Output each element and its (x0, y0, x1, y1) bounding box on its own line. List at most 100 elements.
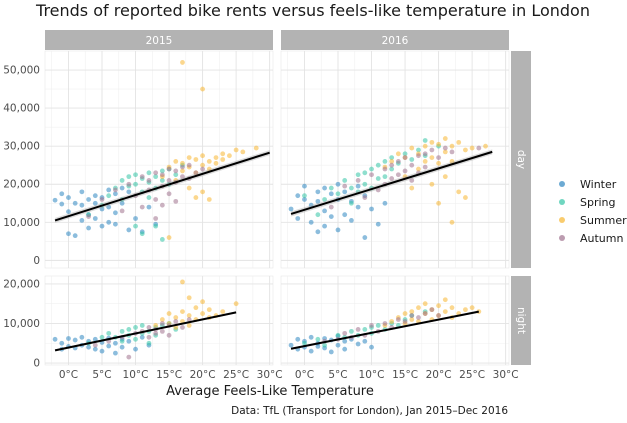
chart-title: Trends of reported bike rents versus fee… (35, 1, 590, 20)
data-point-autumn (436, 313, 441, 318)
y-tick-label: 20,000 (3, 278, 40, 290)
data-point-spring (159, 237, 165, 242)
data-point-summer (173, 159, 179, 164)
data-point-autumn (402, 155, 408, 160)
data-point-summer (253, 145, 259, 151)
data-point-winter (369, 344, 374, 350)
data-point-summer (402, 311, 408, 316)
data-point-summer (186, 295, 192, 301)
data-point-summer (200, 311, 205, 316)
data-point-spring (362, 327, 368, 332)
data-point-autumn (153, 197, 159, 202)
data-point-autumn (153, 216, 159, 221)
x-tick-label: 25°C (459, 369, 485, 381)
data-point-autumn (442, 145, 448, 151)
data-point-summer (436, 160, 441, 166)
data-point-autumn (173, 168, 179, 174)
facet-strip-label: night (515, 307, 527, 334)
trend-line (290, 150, 493, 215)
facet-panels: 2015 2016 day night 0 10,000 20,000 30,000 40,00… (3, 30, 531, 381)
data-point-summer (469, 145, 475, 151)
data-point-winter (126, 338, 132, 344)
data-point-summer (429, 155, 435, 160)
data-point-spring (322, 342, 327, 348)
chart-caption: Data: TfL (Transport for London), Jan 20… (231, 405, 508, 417)
legend-swatch (559, 217, 565, 223)
data-point-spring (119, 328, 125, 334)
data-point-spring (355, 172, 361, 178)
data-point-spring (302, 340, 307, 346)
data-point-winter (322, 208, 327, 214)
data-point-autumn (166, 332, 172, 338)
data-point-winter (79, 218, 85, 223)
data-point-summer (409, 317, 415, 322)
data-point-autumn (193, 170, 199, 176)
data-point-autumn (342, 330, 348, 336)
data-point-spring (173, 172, 179, 178)
x-tick-label: 25°C (223, 369, 249, 381)
data-point-summer (186, 323, 192, 328)
data-point-winter (369, 206, 374, 212)
data-point-autumn (402, 319, 408, 324)
data-point-winter (86, 344, 91, 350)
data-point-autumn (342, 183, 348, 189)
x-tick-label: 5°C (92, 369, 111, 381)
data-point-winter (342, 212, 348, 218)
data-point-spring (153, 223, 159, 229)
data-point-spring (133, 181, 138, 187)
data-point-winter (355, 341, 361, 347)
data-point-winter (99, 206, 105, 212)
data-point-summer (213, 160, 219, 166)
data-point-winter (119, 344, 125, 350)
data-point-summer (233, 301, 239, 307)
data-point-winter (66, 195, 71, 200)
data-point-spring (402, 151, 408, 157)
data-point-spring (133, 336, 138, 342)
facet-strip-label: 2016 (382, 35, 409, 47)
data-point-autumn (409, 162, 415, 168)
data-point-autumn (382, 166, 388, 172)
legend: Winter Spring Summer Autumn (559, 178, 627, 245)
data-point-summer (233, 147, 239, 153)
data-point-summer (193, 157, 199, 162)
data-point-spring (99, 334, 105, 340)
y-tick-label: 30,000 (3, 141, 40, 153)
data-point-summer (422, 301, 428, 307)
data-point-autumn (159, 202, 165, 208)
data-point-autumn (382, 321, 388, 326)
data-point-summer (416, 166, 421, 172)
data-point-winter (79, 334, 85, 340)
facet-strip-night: night (511, 276, 531, 365)
data-point-winter (335, 181, 341, 187)
data-point-winter (52, 197, 58, 203)
data-point-winter (126, 189, 132, 195)
data-point-winter (288, 206, 294, 212)
data-point-spring (409, 157, 415, 162)
data-point-winter (288, 342, 294, 348)
data-point-summer (206, 166, 212, 172)
data-point-spring (369, 166, 374, 172)
data-point-summer (200, 299, 205, 305)
data-point-summer (186, 185, 192, 191)
data-point-winter (72, 200, 78, 206)
data-point-summer (456, 139, 462, 145)
data-point-summer (220, 309, 226, 314)
data-point-autumn (449, 149, 455, 155)
data-point-summer (436, 200, 441, 206)
y-tick-label: 40,000 (3, 103, 40, 115)
data-point-winter (302, 183, 307, 189)
data-point-spring (349, 185, 354, 191)
data-point-autumn (328, 204, 334, 210)
data-point-winter (92, 346, 98, 352)
data-point-summer (409, 145, 415, 151)
panel-2016-night (280, 275, 510, 366)
data-point-spring (375, 323, 381, 328)
data-point-winter (52, 336, 58, 342)
data-point-summer (442, 149, 448, 155)
data-point-summer (180, 309, 185, 314)
data-point-winter (328, 349, 334, 355)
data-point-autumn (429, 307, 435, 313)
data-point-summer (213, 155, 219, 160)
data-point-autumn (389, 176, 395, 181)
data-point-winter (308, 334, 314, 340)
